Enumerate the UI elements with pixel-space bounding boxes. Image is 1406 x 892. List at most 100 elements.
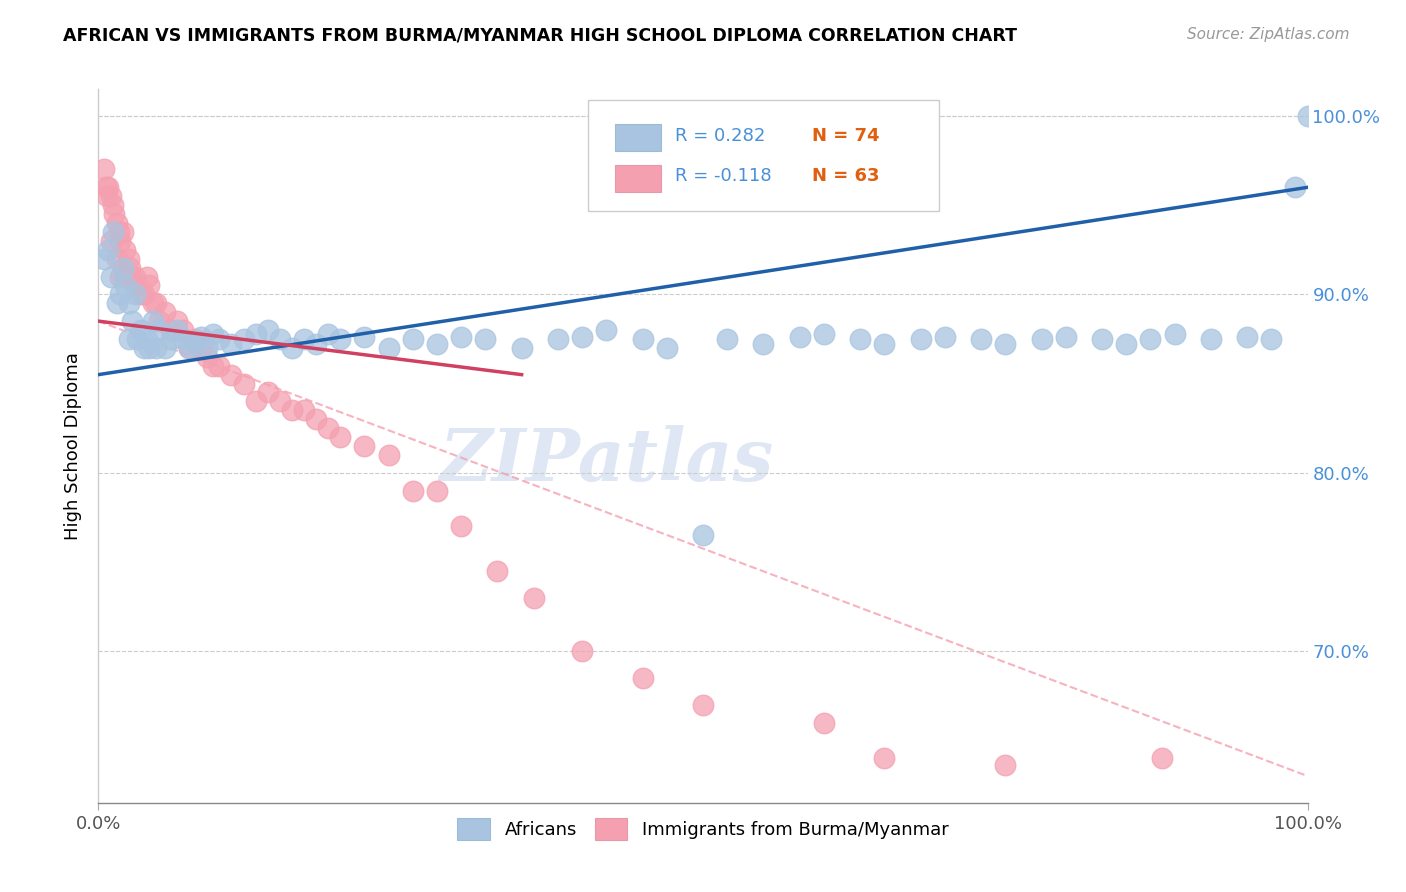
Point [142,296,165,310]
Point [138,278,160,293]
Point [655,341,678,355]
Point [281,403,304,417]
Point [101,225,124,239]
Point [789,330,811,344]
Point [1031,332,1053,346]
Point [994,337,1017,351]
Point [281,341,304,355]
Point [108,287,131,301]
Point [135,269,157,284]
Text: N = 63: N = 63 [811,168,879,186]
Point [329,430,352,444]
Point [153,341,176,355]
Point [124,287,146,301]
Point [172,323,194,337]
Point [292,403,315,417]
Point [114,243,136,257]
Point [934,330,956,344]
Point [208,332,231,346]
Point [245,394,267,409]
Point [329,332,352,346]
Point [256,323,278,337]
Point [1152,751,1174,765]
Point [114,269,136,284]
Point [1199,332,1222,346]
Point [474,332,496,346]
Point [221,368,243,382]
Point [134,287,156,301]
Point [692,698,714,712]
Text: Source: ZipAtlas.com: Source: ZipAtlas.com [1187,27,1350,42]
Point [124,269,146,284]
Point [129,323,152,337]
Point [426,483,449,498]
Point [316,326,339,341]
FancyBboxPatch shape [614,124,661,152]
Point [138,341,160,355]
Point [108,234,131,248]
Y-axis label: High School Diploma: High School Diploma [65,352,83,540]
Point [547,332,569,346]
Point [184,337,207,351]
Point [202,359,225,373]
Point [142,314,165,328]
FancyBboxPatch shape [614,165,661,192]
Point [105,252,128,266]
Point [450,330,472,344]
Point [208,359,231,373]
Point [97,243,120,257]
Point [1284,180,1306,194]
Point [523,591,546,605]
Point [97,180,120,194]
Point [232,332,254,346]
Point [105,216,128,230]
Point [111,225,134,239]
Point [1236,330,1258,344]
Text: R = 0.282: R = 0.282 [675,127,765,145]
Point [129,287,152,301]
Point [127,332,149,346]
Point [426,337,449,351]
Point [121,314,143,328]
Point [849,332,872,346]
Point [100,234,122,248]
Point [402,483,425,498]
Point [221,337,243,351]
Point [114,278,136,293]
Point [121,269,143,284]
Point [716,332,738,346]
Point [172,332,194,346]
Point [148,314,170,328]
Point [692,528,714,542]
Point [166,323,188,337]
Point [510,341,533,355]
Point [1296,109,1319,123]
Point [305,337,328,351]
Text: N = 74: N = 74 [811,127,879,145]
Point [195,341,218,355]
Point [111,260,134,275]
Point [595,323,617,337]
Point [292,332,315,346]
Point [813,326,835,341]
Point [100,269,122,284]
Point [1260,332,1282,346]
Point [353,330,375,344]
Point [245,326,267,341]
Point [873,751,896,765]
Point [195,350,218,364]
Point [93,252,115,266]
Point [377,341,399,355]
Point [1163,326,1185,341]
Point [184,332,207,346]
Point [256,385,278,400]
Point [269,332,291,346]
Point [571,330,593,344]
Point [1115,337,1137,351]
Point [1054,330,1077,344]
Point [118,296,141,310]
Point [269,394,291,409]
Point [108,225,131,239]
Point [1091,332,1114,346]
Point [148,323,170,337]
